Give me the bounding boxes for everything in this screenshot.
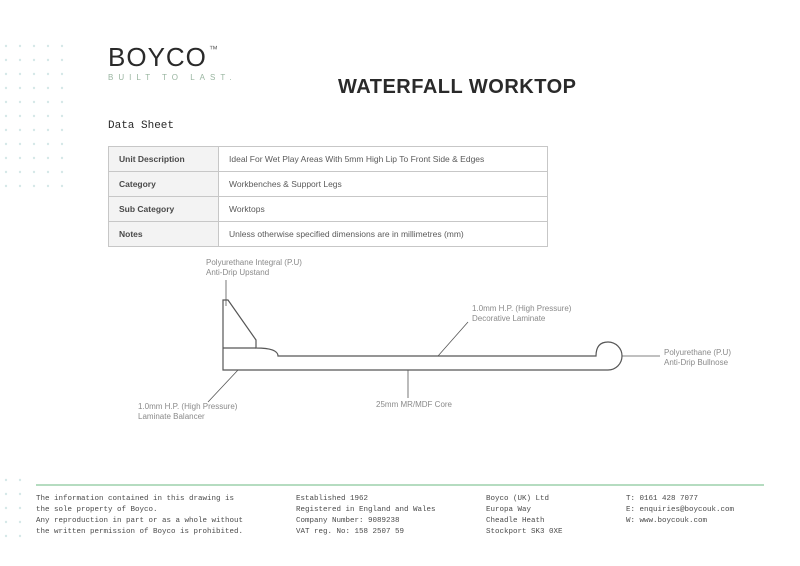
callout-core: 25mm MR/MDF Core: [376, 400, 452, 410]
spec-key: Unit Description: [109, 147, 219, 172]
logo-tm: ™: [209, 44, 219, 54]
footer-company: Established 1962 Registered in England a…: [296, 494, 486, 538]
spec-val: Unless otherwise specified dimensions ar…: [219, 222, 548, 247]
spec-key: Sub Category: [109, 197, 219, 222]
table-row: Notes Unless otherwise specified dimensi…: [109, 222, 548, 247]
footer: The information contained in this drawin…: [36, 494, 764, 538]
callout-upstand: Polyurethane Integral (P.U) Anti-Drip Up…: [206, 258, 302, 279]
spec-val: Workbenches & Support Legs: [219, 172, 548, 197]
dot-grid: [0, 0, 108, 566]
page-title: WATERFALL WORKTOP: [338, 76, 577, 99]
spec-key: Category: [109, 172, 219, 197]
callout-bullnose: Polyurethane (P.U) Anti-Drip Bullnose: [664, 348, 731, 369]
table-row: Category Workbenches & Support Legs: [109, 172, 548, 197]
footer-legal: The information contained in this drawin…: [36, 494, 296, 538]
table-row: Unit Description Ideal For Wet Play Area…: [109, 147, 548, 172]
footer-contact: T: 0161 428 7077 E: enquiries@boycouk.co…: [626, 494, 764, 538]
callout-laminate: 1.0mm H.P. (High Pressure) Decorative La…: [472, 304, 571, 325]
callout-balancer: 1.0mm H.P. (High Pressure) Laminate Bala…: [138, 402, 237, 423]
table-row: Sub Category Worktops: [109, 197, 548, 222]
logo-text: BOYCO: [108, 42, 207, 73]
spec-val: Ideal For Wet Play Areas With 5mm High L…: [219, 147, 548, 172]
footer-rule: [36, 484, 764, 486]
spec-val: Worktops: [219, 197, 548, 222]
spec-key: Notes: [109, 222, 219, 247]
cross-section-diagram: Polyurethane Integral (P.U) Anti-Drip Up…: [108, 270, 748, 440]
sheet-label: Data Sheet: [108, 120, 764, 132]
footer-address: Boyco (UK) Ltd Europa Way Cheadle Heath …: [486, 494, 626, 538]
spec-table: Unit Description Ideal For Wet Play Area…: [108, 146, 548, 247]
